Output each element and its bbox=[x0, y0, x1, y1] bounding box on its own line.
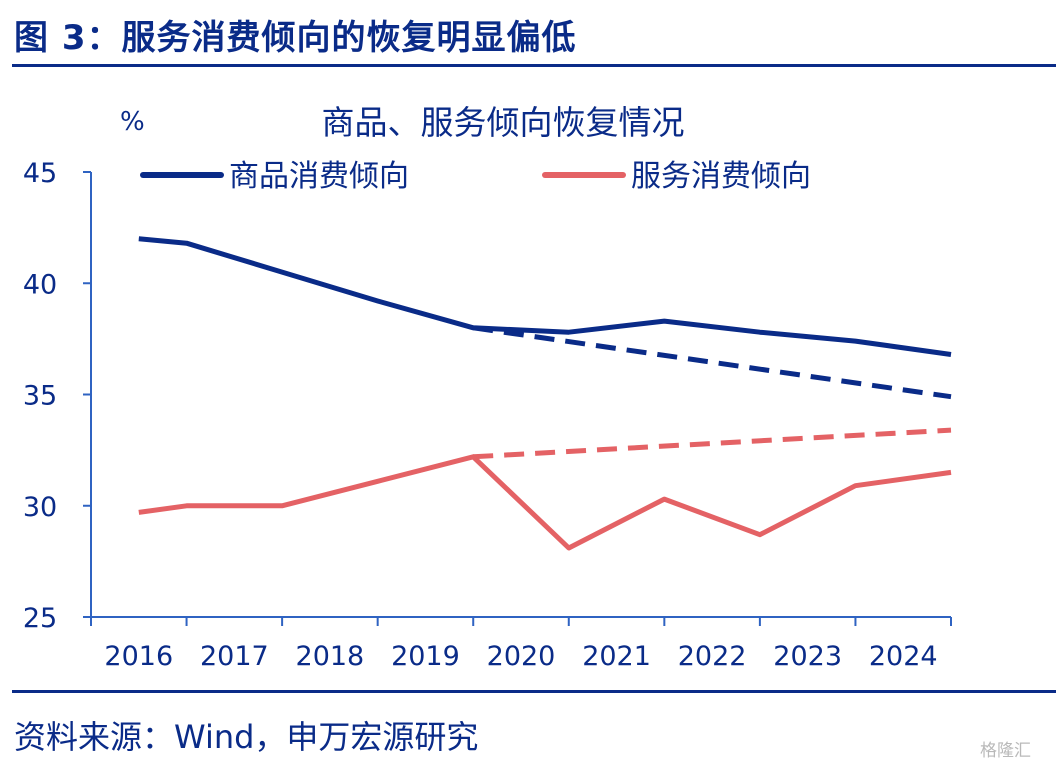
line-chart: 商品、服务倾向恢复情况 % 商品消费倾向 服务消费倾向 25 30 35 40 45 201… bbox=[23, 103, 952, 672]
figure-title: 图 3：服务消费倾向的恢复明显偏低 bbox=[14, 18, 577, 58]
source-note: 资料来源：Wind，申万宏源研究 bbox=[14, 718, 479, 756]
x-tick-label: 2020 bbox=[487, 641, 556, 672]
legend-label-1: 服务消费倾向 bbox=[631, 159, 811, 194]
chart-title: 商品、服务倾向恢复情况 bbox=[322, 103, 685, 142]
series-layer bbox=[138, 236, 952, 551]
series-line-2 bbox=[472, 325, 952, 400]
x-tick-label: 2024 bbox=[869, 641, 938, 672]
y-tick-label: 35 bbox=[23, 381, 57, 412]
watermark-text: 格隆汇 bbox=[980, 741, 1031, 761]
series-line-3 bbox=[473, 427, 952, 460]
legend-label-0: 商品消费倾向 bbox=[229, 159, 409, 194]
y-tick-label: 25 bbox=[23, 603, 57, 634]
y-tick-label: 45 bbox=[23, 158, 57, 189]
series-line-1 bbox=[138, 454, 952, 551]
chart-legend: 商品消费倾向 服务消费倾向 bbox=[140, 159, 811, 194]
source-divider bbox=[12, 690, 1056, 693]
y-tick-label: 30 bbox=[23, 492, 57, 523]
y-axis-unit-label: % bbox=[120, 107, 145, 137]
x-tick-label: 2016 bbox=[104, 641, 173, 672]
title-divider bbox=[12, 64, 1056, 67]
y-tick-label: 40 bbox=[23, 269, 57, 300]
series-line-0 bbox=[138, 236, 952, 357]
x-tick-label: 2018 bbox=[296, 641, 365, 672]
chart-axes: 25 30 35 40 45 2016 2017 2018 2019 2020 2021 2022 20… bbox=[23, 158, 952, 672]
x-tick-label: 2022 bbox=[678, 641, 747, 672]
x-tick-label: 2021 bbox=[582, 641, 651, 672]
x-tick-label: 2017 bbox=[200, 641, 269, 672]
x-tick-label: 2019 bbox=[391, 641, 460, 672]
x-tick-label: 2023 bbox=[773, 641, 842, 672]
